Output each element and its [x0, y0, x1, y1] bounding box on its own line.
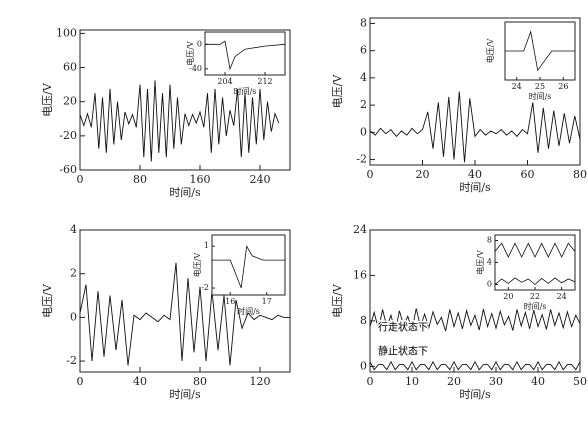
x-tick-label: 24: [512, 82, 522, 91]
y-axis-label: 电压/V: [485, 39, 495, 64]
x-tick-label: 80: [573, 168, 587, 181]
y-tick-label: 8: [360, 314, 367, 327]
x-tick-label: 80: [133, 173, 147, 186]
signal-line: [79, 80, 280, 162]
y-tick-label: -2: [201, 283, 209, 292]
y-tick-label: 24: [353, 223, 367, 236]
x-tick-label: 40: [468, 168, 482, 181]
x-axis-label: 时间/s: [459, 181, 491, 194]
y-axis-label: 电压/V: [192, 253, 202, 278]
x-axis-label: 时间/s: [524, 301, 547, 311]
inset-frame: [204, 31, 286, 76]
y-tick-label: 1: [204, 241, 209, 250]
y-axis-label: 电压/V: [331, 74, 344, 109]
x-tick-label: 40: [133, 375, 147, 388]
y-tick-label: -60: [59, 163, 77, 176]
y-tick-label: 0: [360, 125, 367, 138]
y-tick-label: 4: [360, 71, 367, 84]
signal-line: [369, 360, 581, 371]
y-axis-label: 电压/V: [41, 283, 54, 318]
signal-line: [205, 40, 286, 71]
signal-line: [212, 244, 285, 289]
y-tick-label: -40: [189, 64, 202, 73]
signal-line: [369, 91, 581, 163]
x-tick-label: 0: [77, 375, 84, 388]
x-tick-label: 80: [193, 375, 207, 388]
signal-line: [369, 308, 581, 333]
x-tick-label: 60: [521, 168, 535, 181]
x-tick-label: 26: [558, 82, 568, 91]
y-axis-label: 电压/V: [475, 250, 485, 275]
y-tick-label: 0: [487, 280, 492, 289]
x-tick-label: 30: [489, 375, 503, 388]
x-tick-label: 0: [77, 173, 84, 186]
x-tick-label: 24: [557, 292, 567, 301]
x-axis-label: 时间/s: [459, 388, 491, 401]
x-tick-label: 160: [190, 173, 211, 186]
x-axis-label: 时间/s: [529, 91, 552, 101]
x-tick-label: 22: [530, 292, 540, 301]
y-tick-label: 100: [56, 26, 77, 39]
y-tick-label: -2: [356, 153, 367, 166]
annotation: 行走状态下: [378, 321, 428, 334]
y-tick-label: 4: [70, 223, 77, 236]
annotation: 静止状态下: [378, 345, 428, 358]
x-tick-label: 0: [367, 375, 374, 388]
signal-line: [494, 242, 576, 258]
x-axis-label: 时间/s: [169, 388, 201, 401]
y-tick-label: 0: [70, 310, 77, 323]
x-tick-label: 20: [447, 375, 461, 388]
y-tick-label: -2: [66, 354, 77, 367]
y-tick-label: 60: [63, 61, 77, 74]
x-axis-label: 时间/s: [169, 186, 201, 199]
y-tick-label: 8: [360, 16, 367, 29]
x-tick-label: 17: [262, 297, 272, 306]
x-tick-label: 212: [257, 77, 272, 86]
x-tick-label: 20: [416, 168, 430, 181]
x-tick-label: 204: [217, 77, 232, 86]
y-tick-label: 2: [360, 98, 367, 111]
annotation: 行走状态下: [378, 321, 428, 334]
annotation: 静止状态下: [378, 345, 428, 358]
y-tick-label: 8: [487, 236, 492, 245]
y-axis-label: 电压/V: [41, 82, 54, 117]
x-tick-label: 40: [531, 375, 545, 388]
y-tick-label: 2: [70, 267, 77, 280]
y-tick-label: -20: [59, 129, 77, 142]
x-axis-label: 时间/s: [237, 306, 260, 316]
y-tick-label: 16: [353, 268, 367, 281]
x-tick-label: 120: [250, 375, 271, 388]
x-axis-label: 时间/s: [234, 86, 257, 96]
y-axis-label: 电压/V: [331, 283, 344, 318]
y-tick-label: 0: [197, 39, 202, 48]
y-tick-label: 6: [360, 44, 367, 57]
x-tick-label: 0: [367, 168, 374, 181]
x-tick-label: 20: [503, 292, 513, 301]
signal-line: [79, 262, 290, 366]
signal-line: [494, 277, 576, 286]
x-tick-label: 10: [405, 375, 419, 388]
x-tick-label: 240: [250, 173, 271, 186]
inset-frame: [211, 234, 286, 296]
x-tick-label: 50: [573, 375, 587, 388]
y-tick-label: 20: [63, 95, 77, 108]
y-axis-label: 电压/V: [185, 41, 195, 66]
signal-line: [505, 30, 575, 72]
x-tick-label: 25: [535, 82, 545, 91]
x-tick-label: 16: [225, 297, 235, 306]
y-tick-label: 0: [360, 359, 367, 372]
y-tick-label: 4: [487, 258, 492, 267]
